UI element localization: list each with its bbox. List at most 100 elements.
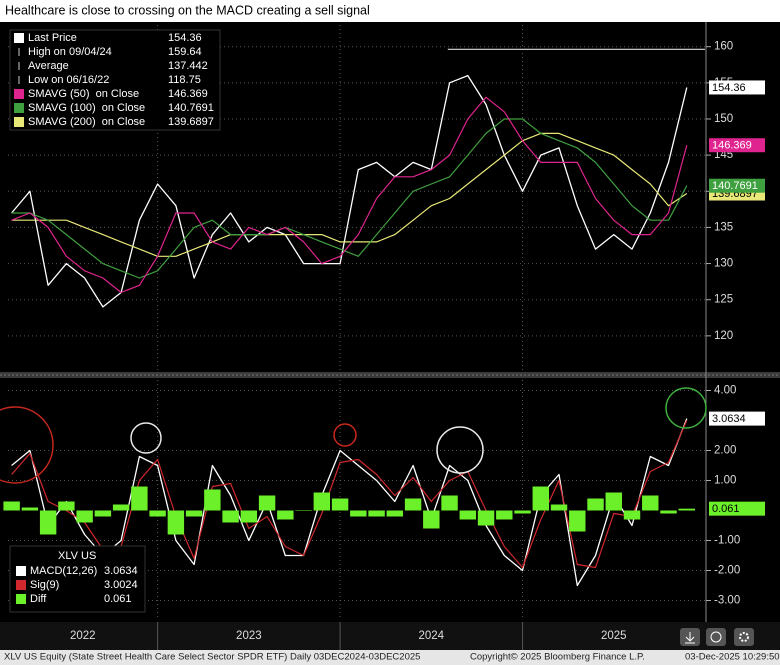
diff-bar — [277, 510, 294, 520]
series-line — [11, 420, 688, 569]
diff-bar — [423, 510, 440, 529]
diff-bar — [313, 492, 331, 511]
value-tag — [709, 80, 765, 95]
value-tag — [709, 411, 765, 426]
settings-glyph — [739, 632, 749, 642]
legend-label: Average — [28, 60, 69, 72]
legend-title: XLV US — [58, 550, 96, 562]
diff-bar — [3, 501, 20, 511]
diff-bar — [21, 507, 39, 511]
legend-swatch — [14, 89, 24, 99]
diff-bar — [204, 489, 221, 511]
value-tag-label: 3.0634 — [712, 413, 746, 425]
diff-bar — [678, 508, 695, 511]
legend-box — [9, 29, 221, 131]
diff-bar — [185, 510, 203, 517]
series-line — [11, 118, 688, 279]
legend-box — [9, 545, 146, 613]
diff-bar — [350, 510, 367, 517]
share-icon[interactable] — [706, 628, 726, 646]
diff-bar — [587, 498, 604, 511]
download-glyph — [685, 632, 695, 644]
y-tick-label: 1.00 — [714, 475, 736, 487]
series-line — [11, 74, 688, 308]
diff-bar — [39, 510, 57, 535]
diff-bar — [532, 486, 549, 511]
series-line — [11, 132, 688, 257]
legend-swatch — [16, 594, 26, 604]
diff-bar — [441, 495, 458, 511]
y-tick-label: 125 — [714, 294, 733, 306]
diff-bar — [459, 510, 477, 520]
diff-bar — [331, 498, 349, 511]
y-tick-label: -1.00 — [714, 535, 740, 547]
footer-timestamp: 03-Dec-2025 10:29:50 — [685, 652, 780, 663]
annotation-circle — [665, 387, 707, 429]
y-tick-label: -3.00 — [714, 595, 740, 607]
value-tag — [709, 178, 765, 193]
legend-value: 3.0634 — [104, 565, 138, 577]
diff-bar — [149, 510, 166, 517]
title-bar — [0, 0, 780, 22]
annotation-circle — [436, 426, 484, 474]
legend-value: 0.061 — [104, 593, 132, 605]
legend-value: 3.0024 — [104, 579, 138, 591]
value-tag-label: 0.061 — [712, 503, 740, 515]
settings-icon[interactable] — [734, 628, 754, 646]
legend-value: 154.36 — [168, 32, 202, 44]
y-tick-label: 135 — [714, 221, 733, 233]
legend-label: MACD(12,26) — [30, 565, 97, 577]
legend-label: Low on 06/16/22 — [28, 74, 109, 86]
diff-bar — [660, 510, 677, 514]
diff-bar — [58, 501, 75, 511]
diff-bar — [240, 510, 258, 523]
legend-label: Sig(9) — [30, 579, 59, 591]
diff-bar — [623, 510, 641, 520]
legend-label: SMAVG (100) on Close — [28, 102, 145, 114]
diff-bar — [477, 510, 495, 526]
value-tag-label: 146.369 — [712, 140, 752, 152]
diff-bar — [605, 492, 622, 511]
diff-bar — [496, 510, 513, 520]
footer-description: XLV US Equity (State Street Health Care … — [4, 652, 420, 663]
plot-layer: 120125130135140145150155160139.6897140.7… — [3, 25, 765, 650]
x-tick-label: 2025 — [601, 630, 627, 642]
legend-swatch — [14, 33, 24, 43]
series-line — [11, 418, 688, 587]
legend-label: SMAVG (50) on Close — [28, 88, 139, 100]
legend-label: Diff — [30, 593, 47, 605]
legend-value: 118.75 — [168, 74, 201, 86]
y-tick-label: 130 — [714, 258, 733, 270]
legend-swatch — [14, 117, 24, 127]
time-axis-strip — [0, 622, 780, 650]
annotation-circle — [0, 406, 54, 484]
x-tick-label: 2023 — [236, 630, 262, 642]
value-tag-label: 154.36 — [712, 82, 746, 94]
footer-bar — [0, 650, 780, 665]
share-glyph — [710, 631, 722, 643]
value-tag — [709, 138, 765, 153]
series-line — [11, 96, 688, 294]
diff-bar — [131, 486, 148, 511]
value-tag-label: 140.7691 — [712, 180, 758, 192]
diff-bar — [550, 504, 568, 511]
legend-value: 139.6897 — [168, 116, 214, 128]
y-tick-label: 150 — [714, 113, 733, 125]
legend-label: SMAVG (200) on Close — [28, 116, 145, 128]
footer-copyright: Copyright© 2025 Bloomberg Finance L.P. — [470, 652, 645, 663]
legend-swatch — [14, 103, 24, 113]
annotation-circle — [130, 422, 162, 454]
x-tick-label: 2022 — [70, 630, 96, 642]
legend-value: 159.64 — [168, 46, 202, 58]
value-tag — [709, 501, 765, 516]
toolbar-icons[interactable] — [680, 628, 754, 646]
diff-bar — [404, 498, 422, 511]
diff-bar — [642, 495, 659, 511]
diff-bar — [76, 510, 93, 523]
diff-bar — [167, 510, 185, 535]
annotation-circle — [333, 423, 357, 447]
legend-value: 146.369 — [168, 88, 208, 100]
diff-bar — [368, 510, 385, 517]
